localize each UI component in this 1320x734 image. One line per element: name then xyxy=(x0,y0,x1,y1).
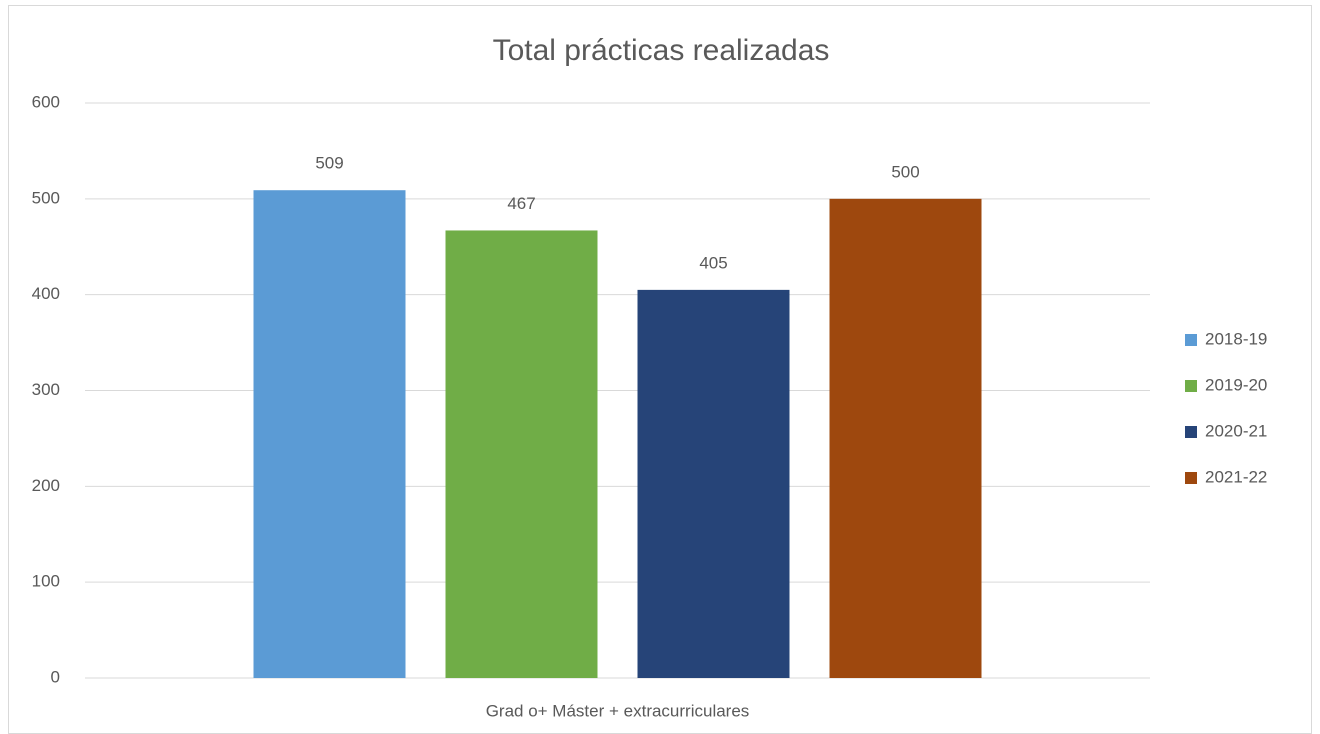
data-label: 509 xyxy=(315,154,343,173)
data-label: 405 xyxy=(699,253,727,272)
legend-swatch xyxy=(1185,380,1197,392)
y-tick-label: 400 xyxy=(32,284,60,303)
data-label: 467 xyxy=(507,194,535,213)
chart-title: Total prácticas realizadas xyxy=(493,34,830,67)
y-tick-label: 600 xyxy=(32,92,60,111)
y-tick-label: 100 xyxy=(32,572,60,591)
legend-swatch xyxy=(1185,334,1197,346)
bar xyxy=(253,190,406,679)
bar xyxy=(637,289,790,678)
legend-label: 2021-22 xyxy=(1205,467,1267,486)
y-tick-label: 300 xyxy=(32,380,60,399)
legend-swatch xyxy=(1185,426,1197,438)
bar xyxy=(445,230,598,679)
y-tick-label: 500 xyxy=(32,188,60,207)
legend-label: 2020-21 xyxy=(1205,421,1267,440)
x-tick-label: Grad o+ Máster + extracurriculares xyxy=(486,701,750,720)
legend-label: 2018-19 xyxy=(1205,329,1267,348)
y-tick-label: 0 xyxy=(51,667,60,686)
bar xyxy=(829,198,982,679)
data-label: 500 xyxy=(891,162,919,181)
legend-label: 2019-20 xyxy=(1205,375,1267,394)
legend-swatch xyxy=(1185,472,1197,484)
y-tick-label: 200 xyxy=(32,476,60,495)
